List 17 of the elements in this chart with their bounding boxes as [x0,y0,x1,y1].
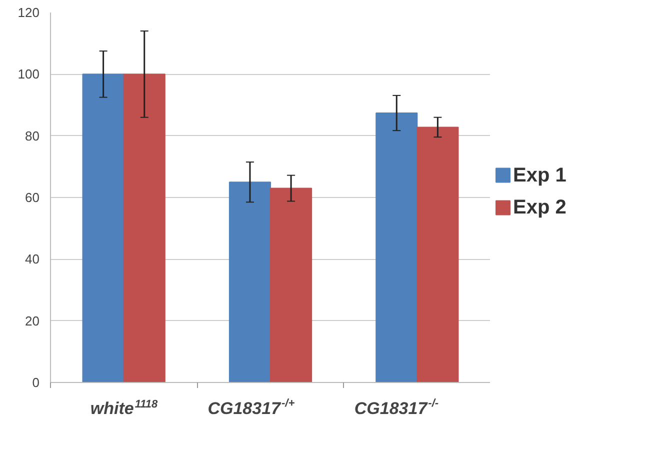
bar [228,182,271,382]
y-tick-label: 100 [18,66,40,82]
y-tick-label: 60 [25,190,40,205]
bar [416,126,459,382]
legend-label: Exp 1 [513,164,566,186]
x-tick-label: CG18317-/- [354,398,439,418]
legend-label: Exp 2 [513,196,566,219]
x-tick-label: CG18317-/+ [208,398,296,418]
bar [270,188,312,382]
y-tick-label: 120 [18,5,40,20]
bar [82,74,124,382]
y-tick-label: 0 [32,375,40,390]
y-tick-label: 20 [25,313,40,328]
bar [123,74,166,382]
y-tick-label: 40 [25,252,40,267]
y-tick-label: 80 [25,128,40,144]
bar [376,112,418,382]
